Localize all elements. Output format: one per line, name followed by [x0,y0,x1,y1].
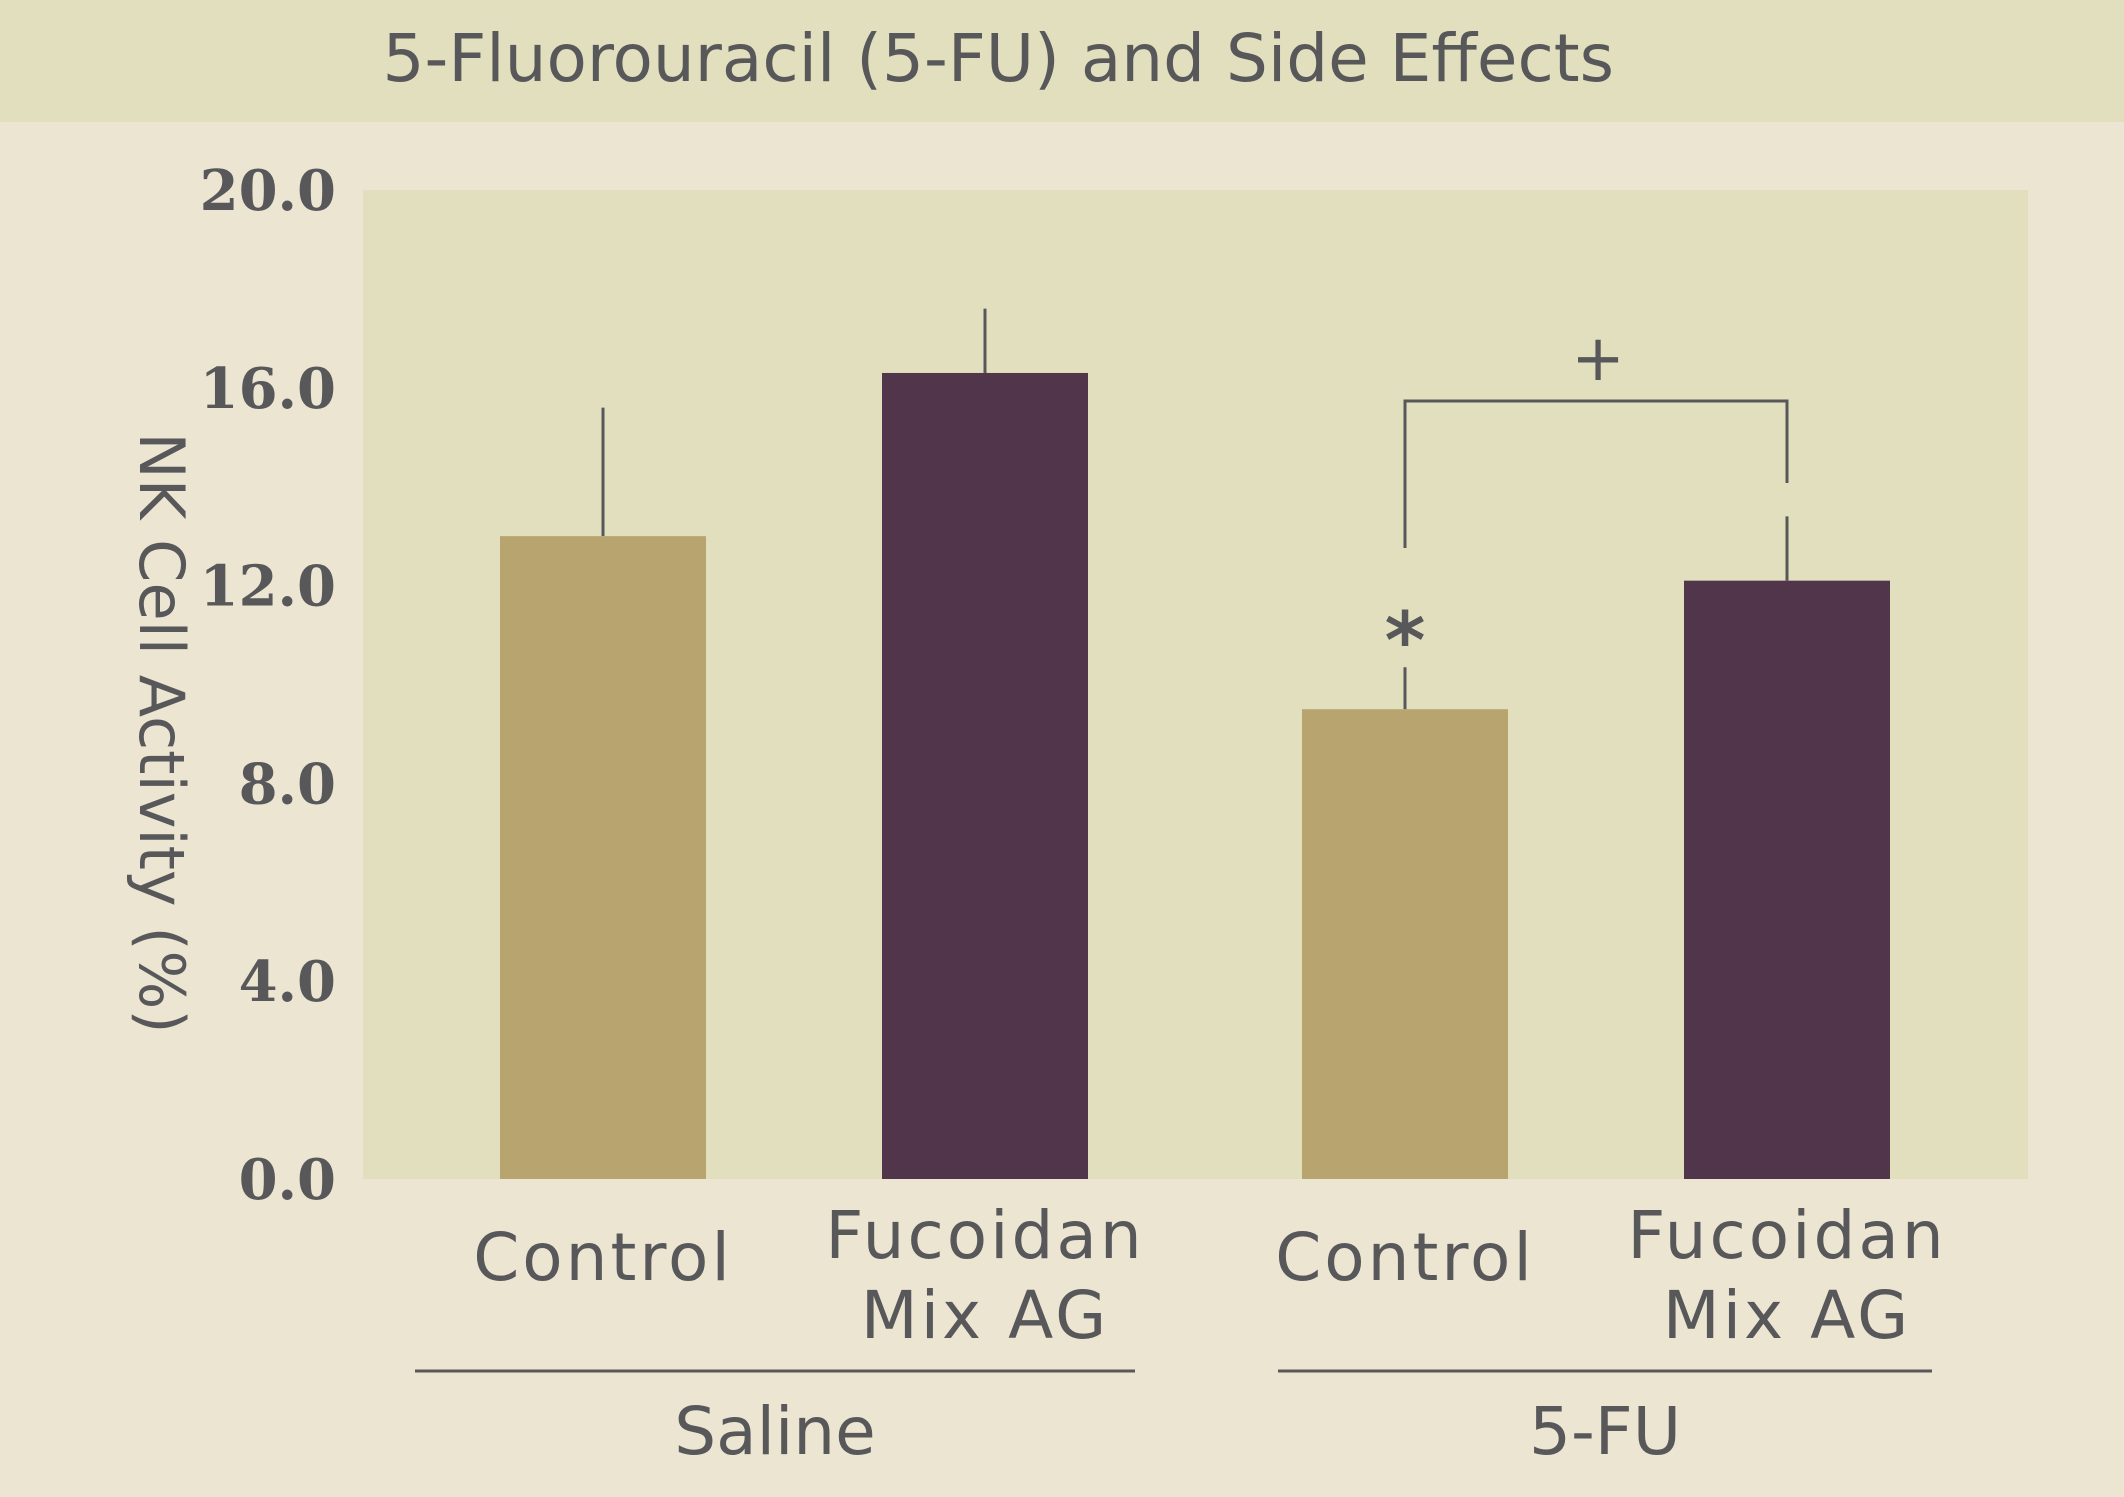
bars [500,372,1890,1180]
bar [500,536,706,1179]
bar [882,372,1088,1180]
error-bars [601,308,1789,710]
y-tick-label: 20.0 [200,158,336,224]
y-axis-title: NK Cell Activity (%) [125,432,198,1033]
significance-marker: * [1385,597,1426,687]
y-tick-label: 4.0 [239,949,336,1015]
y-tick-label: 16.0 [200,356,336,422]
y-tick-label: 0.0 [239,1147,336,1213]
x-tick-label: Mix AG [1663,1277,1911,1354]
x-tick-label: Fucoidan [825,1197,1144,1274]
y-axis: 0.0 4.0 8.0 12.0 16.0 20.0 [200,158,336,1213]
bracket-marker: + [1571,322,1625,396]
title-band [0,0,2124,122]
bar [1684,580,1890,1179]
y-tick-label: 12.0 [200,554,336,620]
chart-title: 5-Fluorouracil (5-FU) and Side Effects [382,20,1615,97]
x-tick-label: Control [473,1219,733,1296]
bar [1302,709,1508,1179]
x-tick-label: Mix AG [861,1277,1109,1354]
significance-bracket [1403,399,1789,548]
group-label: 5-FU [1529,1393,1681,1470]
y-tick-label: 8.0 [239,751,336,817]
x-axis-groups: Saline 5-FU [415,1369,1932,1470]
x-tick-label: Control [1275,1219,1535,1296]
annotations: +* [1385,322,1789,687]
group-label: Saline [674,1393,875,1470]
x-tick-label: Fucoidan [1627,1197,1946,1274]
